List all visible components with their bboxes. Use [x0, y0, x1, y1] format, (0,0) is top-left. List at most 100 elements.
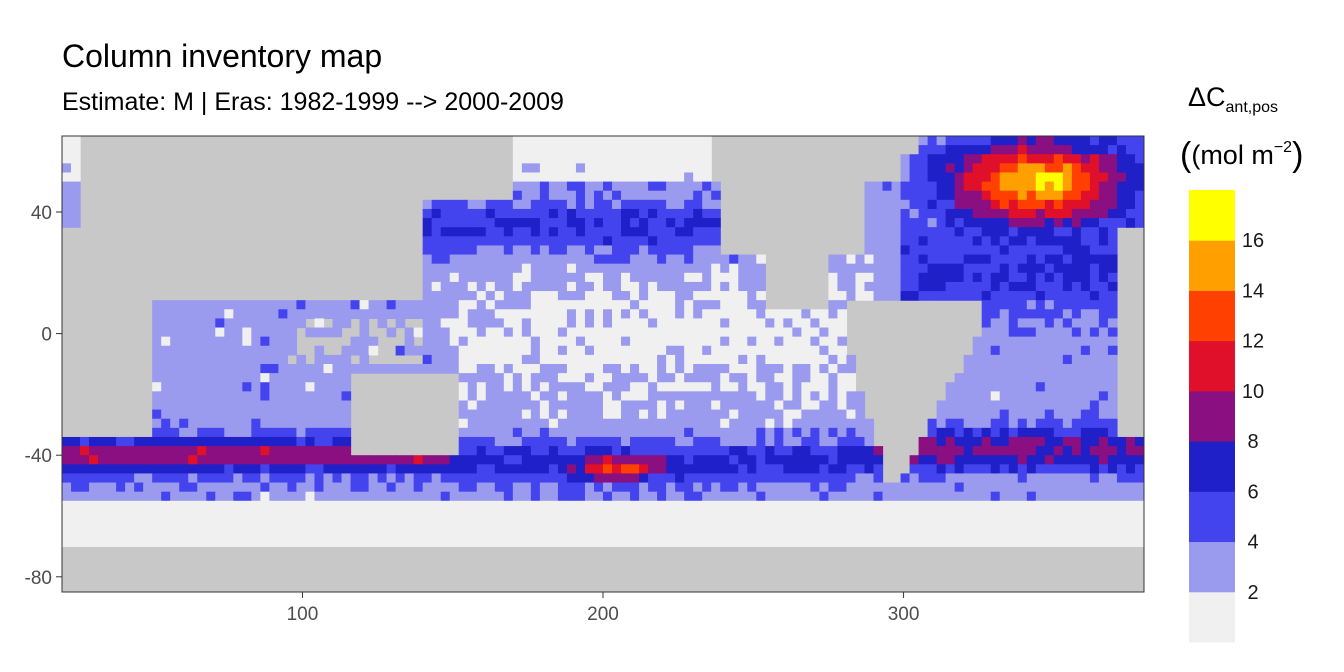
- map-cell: [765, 528, 775, 538]
- map-cell: [981, 208, 992, 219]
- map-cell: [1107, 354, 1118, 365]
- map-cell: [1017, 291, 1028, 301]
- map-cell: [999, 281, 1010, 292]
- map-cell: [756, 491, 766, 502]
- map-cell: [675, 181, 685, 192]
- map-cell: [990, 455, 1001, 465]
- map-cell: [693, 136, 703, 146]
- map-cell: [224, 400, 234, 411]
- map-cell: [954, 236, 965, 247]
- map-cell: [612, 163, 622, 174]
- map-cell: [954, 455, 965, 465]
- map-cell: [720, 436, 730, 447]
- map-cell: [666, 382, 676, 392]
- legend-break-label: 8: [1247, 431, 1258, 453]
- map-cell: [675, 281, 685, 292]
- map-cell: [981, 263, 992, 274]
- map-cell: [152, 482, 162, 493]
- map-cell: [440, 464, 451, 475]
- map-cell: [657, 418, 667, 429]
- map-cell: [287, 336, 298, 347]
- map-cell: [1035, 482, 1046, 493]
- map-cell: [693, 446, 703, 456]
- map-cell: [512, 519, 523, 529]
- map-cell: [296, 300, 307, 310]
- map-cell: [179, 482, 189, 493]
- map-cell: [999, 336, 1010, 347]
- map-cell: [233, 400, 243, 411]
- map-cell: [431, 218, 442, 228]
- map-cell: [891, 519, 902, 529]
- map-cell: [1125, 154, 1136, 164]
- map-cell: [756, 391, 766, 402]
- map-cell: [819, 519, 830, 529]
- map-cell: [1089, 519, 1100, 529]
- map-cell: [296, 519, 307, 529]
- map-cell: [458, 491, 469, 502]
- map-cell: [603, 272, 613, 283]
- map-cell: [981, 272, 992, 283]
- map-cell: [359, 455, 370, 465]
- map-cell: [630, 309, 640, 319]
- map-cell: [792, 436, 802, 447]
- map-cell: [936, 528, 947, 538]
- map-cell: [828, 482, 839, 493]
- map-cell: [548, 254, 559, 265]
- map-cell: [954, 382, 965, 392]
- map-cell: [323, 500, 334, 511]
- map-cell: [702, 537, 712, 547]
- map-cell: [810, 455, 820, 465]
- map-cell: [621, 236, 631, 247]
- map-cell: [512, 172, 523, 183]
- map-cell: [1026, 245, 1037, 256]
- map-cell: [188, 345, 198, 356]
- map-cell: [71, 154, 81, 164]
- map-cell: [684, 172, 694, 183]
- map-cell: [395, 464, 406, 475]
- map-cell: [936, 509, 947, 520]
- map-cell: [233, 354, 243, 365]
- map-cell: [909, 500, 920, 511]
- map-cell: [503, 446, 514, 456]
- map-cell: [648, 373, 658, 383]
- map-cell: [747, 436, 757, 447]
- map-cell: [323, 519, 334, 529]
- map-cell: [837, 263, 848, 274]
- map-cell: [197, 391, 207, 402]
- map-cell: [269, 427, 279, 438]
- map-cell: [1071, 382, 1082, 392]
- map-cell: [693, 519, 703, 529]
- map-cell: [188, 500, 198, 511]
- map-cell: [1089, 291, 1100, 301]
- map-cell: [476, 254, 487, 265]
- map-cell: [1008, 327, 1019, 338]
- map-cell: [332, 400, 343, 411]
- map-cell: [548, 400, 559, 411]
- map-cell: [206, 519, 216, 529]
- map-cell: [657, 345, 667, 356]
- map-cell: [449, 364, 460, 374]
- map-cell: [98, 436, 108, 447]
- map-cell: [368, 364, 379, 374]
- map-cell: [62, 464, 72, 475]
- map-cell: [783, 345, 793, 356]
- map-cell: [612, 181, 622, 192]
- map-cell: [242, 391, 252, 402]
- map-cell: [251, 418, 261, 429]
- map-cell: [684, 455, 694, 465]
- map-cell: [530, 281, 541, 292]
- map-cell: [386, 473, 397, 484]
- map-cell: [792, 409, 802, 420]
- map-cell: [1071, 418, 1082, 429]
- map-cell: [990, 291, 1001, 301]
- map-cell: [1098, 336, 1109, 347]
- map-cell: [485, 281, 496, 292]
- map-cell: [71, 455, 81, 465]
- map-cell: [521, 208, 532, 219]
- map-cell: [774, 345, 784, 356]
- map-cell: [936, 519, 947, 529]
- map-cell: [449, 528, 460, 538]
- map-cell: [828, 400, 839, 411]
- map-cell: [846, 427, 857, 438]
- map-cell: [1035, 364, 1046, 374]
